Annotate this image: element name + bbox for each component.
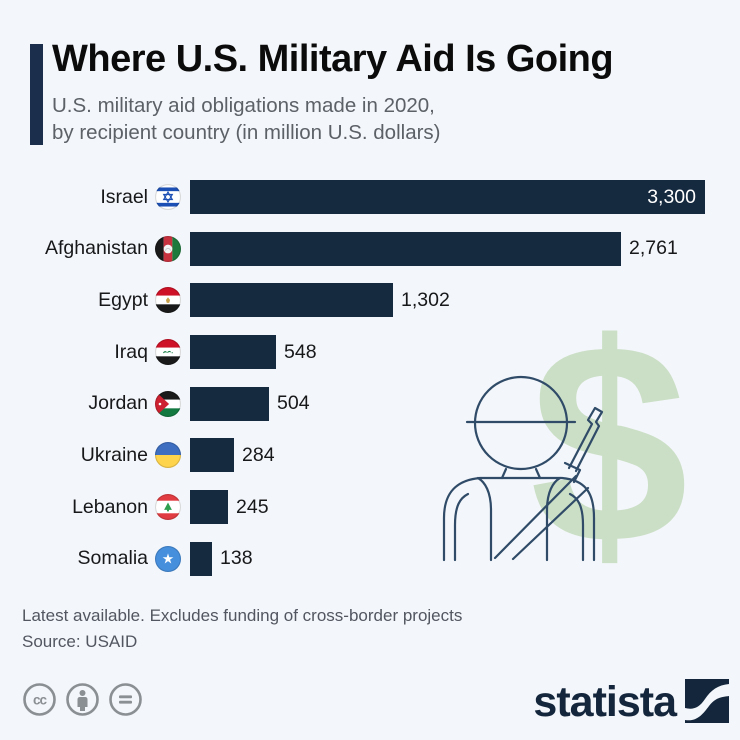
- statista-mark-icon: [685, 679, 729, 723]
- bar-jordan: [190, 386, 269, 421]
- israel-flag-icon: [155, 184, 181, 210]
- country-label: Egypt: [98, 288, 148, 311]
- value-label: 504: [277, 392, 310, 415]
- bar-ukraine: [190, 438, 234, 473]
- egypt-flag-icon: [155, 287, 181, 314]
- bar-somalia: [190, 541, 212, 576]
- country-label: Iraq: [114, 340, 148, 363]
- jordan-flag-icon: [155, 390, 181, 417]
- country-label: Somalia: [77, 547, 148, 570]
- statista-logo[interactable]: statista: [533, 678, 729, 727]
- svg-text:cc: cc: [33, 693, 48, 708]
- dollar-sign-graphic: $: [530, 310, 689, 582]
- country-label: Ukraine: [80, 443, 148, 466]
- country-label: Jordan: [88, 392, 148, 415]
- subtitle-line-2: by recipient country (in million U.S. do…: [52, 121, 441, 144]
- chart-row: Israel 3,300: [0, 180, 740, 214]
- page-title: Where U.S. Military Aid Is Going: [52, 38, 614, 80]
- chart-row: Ukraine 284: [0, 438, 740, 473]
- bar-egypt: [190, 283, 393, 318]
- chart-row: Afghanistan 2,761: [0, 231, 740, 266]
- chart-row: Jordan 504: [0, 386, 740, 421]
- bar-lebanon: [190, 490, 228, 525]
- bar-iraq: [190, 335, 276, 370]
- footnote-note: Latest available. Excludes funding of cr…: [22, 606, 463, 625]
- country-label: Afghanistan: [45, 237, 148, 260]
- footnote-source: Source: USAID: [22, 632, 138, 651]
- value-label: 3,300: [647, 185, 696, 208]
- cc-icon[interactable]: cc: [23, 683, 56, 716]
- page-subtitle: U.S. military aid obligations made in 20…: [52, 92, 652, 146]
- license-icons: cc: [23, 683, 142, 716]
- statista-wordmark: statista: [533, 678, 677, 727]
- value-label: 245: [236, 495, 269, 518]
- subtitle-line-1: U.S. military aid obligations made in 20…: [52, 94, 435, 117]
- chart-row: Lebanon 245: [0, 490, 740, 525]
- country-label: Israel: [100, 185, 148, 208]
- value-label: 548: [284, 340, 317, 363]
- chart-row: Iraq 548: [0, 335, 740, 370]
- soldier-outline-graphic: [442, 375, 604, 562]
- bar-israel: 3,300: [190, 180, 705, 214]
- value-label: 1,302: [401, 288, 450, 311]
- country-label: Lebanon: [72, 495, 148, 518]
- value-label: 284: [242, 443, 275, 466]
- no-derivatives-icon[interactable]: [109, 683, 142, 716]
- bar-afghanistan: [190, 231, 621, 266]
- soldier-dollar-illustration: $: [428, 285, 714, 603]
- footnote: Latest available. Excludes funding of cr…: [22, 603, 462, 655]
- chart-row: Somalia 138: [0, 541, 740, 576]
- chart-row: Egypt 1,302: [0, 283, 740, 318]
- title-accent-bar: [30, 44, 43, 145]
- somalia-flag-icon: [155, 545, 181, 572]
- value-label: 2,761: [629, 237, 678, 260]
- iraq-flag-icon: [155, 339, 181, 366]
- afghanistan-flag-icon: [155, 235, 181, 262]
- attribution-icon[interactable]: [66, 683, 99, 716]
- lebanon-flag-icon: [155, 494, 181, 521]
- ukraine-flag-icon: [155, 442, 181, 469]
- value-label: 138: [220, 547, 253, 570]
- bar-chart: Israel 3,300 Afghanistan 2,761 Egypt 1,302 Ira…: [0, 180, 740, 594]
